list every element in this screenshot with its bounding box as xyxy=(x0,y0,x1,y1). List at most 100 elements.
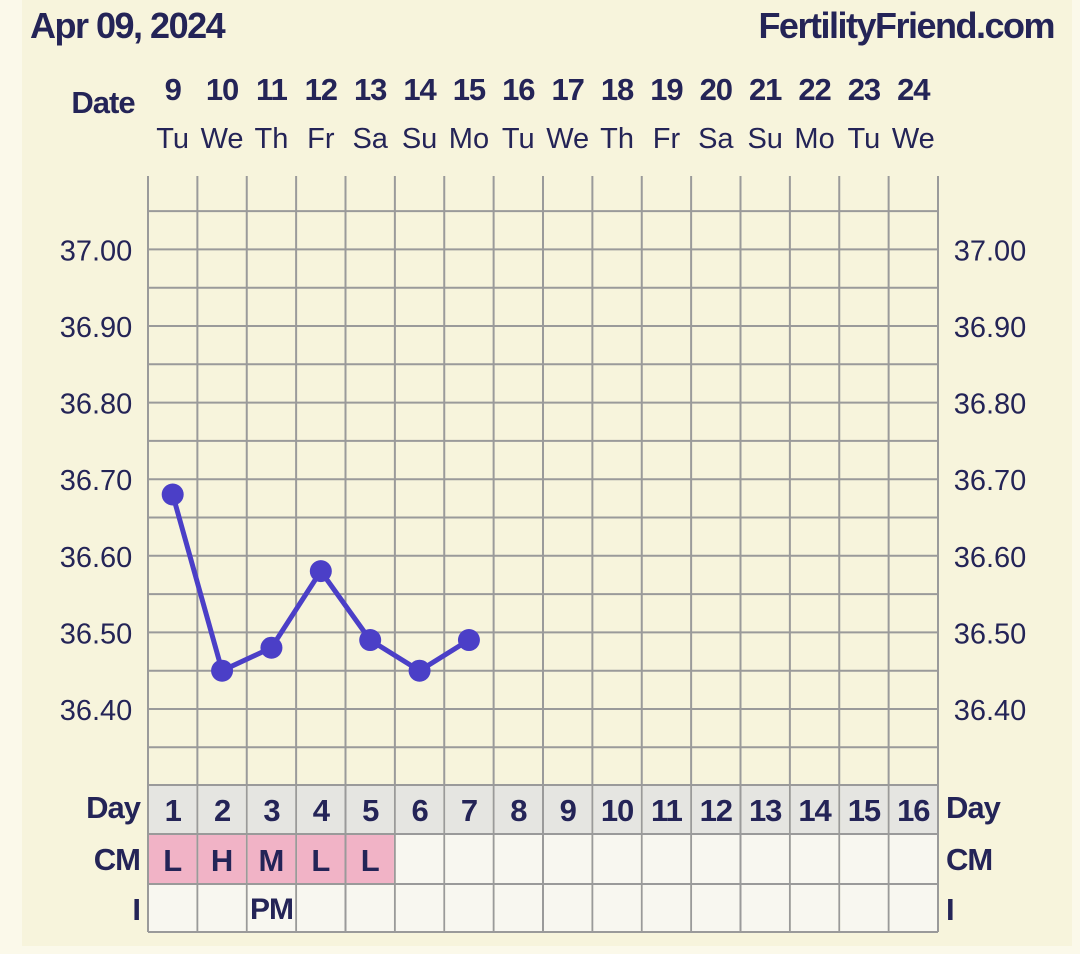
weekday-label: We xyxy=(892,123,935,155)
cycle-day-number: 11 xyxy=(651,793,683,828)
cm-cell xyxy=(395,835,444,883)
weekday-label: Mo xyxy=(794,123,834,155)
date-number: 16 xyxy=(502,72,535,107)
intercourse-cell xyxy=(790,885,839,931)
intercourse-cell xyxy=(593,885,641,931)
date-number: 13 xyxy=(354,72,387,107)
cycle-day-number: 14 xyxy=(798,793,832,828)
cycle-day-cell xyxy=(297,786,345,833)
weekday-label: Sa xyxy=(698,123,734,155)
intercourse-cell xyxy=(889,885,937,931)
cm-value: H xyxy=(211,843,233,878)
intercourse-cell xyxy=(149,885,197,931)
intercourse-cell xyxy=(297,885,345,931)
weekday-label: Su xyxy=(402,123,437,155)
temperature-point xyxy=(457,629,480,652)
date-number: 21 xyxy=(749,72,782,107)
cm-cell xyxy=(593,835,641,883)
cm-value: L xyxy=(311,843,330,878)
date-number: 9 xyxy=(165,72,182,107)
cycle-day-number: 12 xyxy=(700,793,732,828)
cm-cell xyxy=(544,835,592,883)
weekday-label: We xyxy=(201,123,244,155)
site-name: FertilityFriend.com xyxy=(758,5,1055,46)
cycle-day-number: 16 xyxy=(897,793,930,828)
date-row-label: Date xyxy=(71,85,135,120)
cm-cell xyxy=(642,835,691,883)
y-tick-label-right: 36.70 xyxy=(954,465,1027,497)
cycle-day-cell xyxy=(149,786,197,833)
temperature-point xyxy=(260,636,283,659)
y-tick-label-right: 36.80 xyxy=(954,389,1027,421)
cycle-day-cell xyxy=(247,786,296,833)
intercourse-cell xyxy=(198,885,246,931)
intercourse-cell xyxy=(642,885,691,931)
y-tick-label-left: 36.40 xyxy=(60,695,133,727)
temperature-point xyxy=(359,629,382,652)
intercourse-cell xyxy=(840,885,888,931)
temperature-point xyxy=(309,560,332,583)
cycle-day-cell xyxy=(790,786,839,833)
cycle-day-number: 8 xyxy=(510,793,527,828)
cycle-day-number: 15 xyxy=(848,793,881,828)
weekday-label: Mo xyxy=(449,123,489,155)
cycle-day-cell xyxy=(840,786,888,833)
y-tick-label-right: 36.50 xyxy=(954,618,1027,650)
date-number: 10 xyxy=(206,72,238,107)
cycle-day-cell xyxy=(198,786,246,833)
cm-cell xyxy=(790,835,839,883)
intercourse-cell xyxy=(346,885,394,931)
day-row-label-right: Day xyxy=(946,790,1002,825)
weekday-label: Th xyxy=(600,123,634,155)
temperature-point xyxy=(161,483,184,506)
intercourse-cell xyxy=(544,885,592,931)
cycle-day-number: 7 xyxy=(461,793,477,828)
cycle-day-cell xyxy=(544,786,592,833)
cycle-day-cell xyxy=(593,786,641,833)
y-tick-label-left: 36.60 xyxy=(60,542,133,574)
date-number: 22 xyxy=(798,72,830,107)
left-margin-strip xyxy=(0,0,22,954)
cycle-day-number: 2 xyxy=(214,793,230,828)
cm-value: L xyxy=(361,843,380,878)
weekday-label: Tu xyxy=(502,123,535,155)
intercourse-cell xyxy=(395,885,444,931)
date-number: 19 xyxy=(650,72,683,107)
y-tick-label-right: 36.90 xyxy=(954,312,1027,344)
cm-cell xyxy=(445,835,493,883)
weekday-label: Th xyxy=(255,123,289,155)
cycle-day-cell xyxy=(642,786,691,833)
intercourse-cell xyxy=(494,885,542,931)
y-tick-label-left: 36.80 xyxy=(60,389,133,421)
cm-cell xyxy=(149,835,197,883)
date-number: 20 xyxy=(700,72,732,107)
weekday-label: Fr xyxy=(307,123,335,155)
weekday-label: Su xyxy=(747,123,782,155)
y-tick-label-right: 36.40 xyxy=(954,695,1027,727)
y-tick-label-right: 37.00 xyxy=(954,235,1027,267)
intercourse-value: PM xyxy=(250,893,293,926)
intercourse-cell xyxy=(741,885,789,931)
weekday-label: We xyxy=(546,123,589,155)
y-tick-label-left: 36.70 xyxy=(60,465,133,497)
intercourse-cell xyxy=(247,885,296,931)
y-tick-label-left: 37.00 xyxy=(60,235,133,267)
date-number: 15 xyxy=(453,72,486,107)
cycle-day-cell xyxy=(395,786,444,833)
weekday-label: Sa xyxy=(352,123,388,155)
date-number: 12 xyxy=(305,72,337,107)
chart-date-header: Apr 09, 2024 xyxy=(30,5,226,46)
cycle-day-number: 6 xyxy=(411,793,428,828)
weekday-label: Tu xyxy=(848,123,881,155)
right-margin-strip xyxy=(1072,0,1080,954)
cm-cell xyxy=(692,835,740,883)
cycle-day-number: 3 xyxy=(263,793,280,828)
cm-cell xyxy=(494,835,542,883)
i-row-label-left: I xyxy=(132,892,140,927)
temperature-point xyxy=(211,659,234,682)
date-number: 17 xyxy=(551,72,583,107)
cycle-day-number: 10 xyxy=(601,793,633,828)
cm-value: L xyxy=(163,843,182,878)
